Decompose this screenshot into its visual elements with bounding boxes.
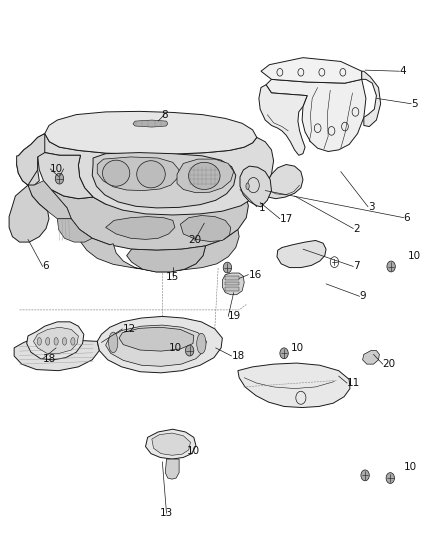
Text: 10: 10: [168, 343, 181, 353]
Circle shape: [361, 470, 369, 481]
Polygon shape: [145, 429, 196, 459]
Text: 15: 15: [166, 272, 180, 282]
Polygon shape: [363, 351, 379, 364]
Polygon shape: [133, 120, 168, 127]
Text: 1: 1: [259, 203, 265, 213]
Polygon shape: [27, 322, 84, 360]
Ellipse shape: [46, 337, 50, 345]
Polygon shape: [28, 181, 71, 219]
Text: 5: 5: [411, 99, 418, 109]
Text: 20: 20: [383, 359, 396, 369]
Polygon shape: [119, 327, 194, 351]
Polygon shape: [225, 276, 239, 280]
Text: 13: 13: [160, 508, 173, 518]
Text: 18: 18: [42, 354, 56, 364]
Circle shape: [55, 173, 64, 184]
Text: 19: 19: [228, 311, 241, 321]
Ellipse shape: [37, 337, 42, 345]
Text: 2: 2: [353, 223, 360, 233]
Text: 18: 18: [232, 351, 245, 361]
Polygon shape: [17, 134, 45, 185]
Polygon shape: [45, 111, 257, 154]
Text: 10: 10: [404, 462, 417, 472]
Polygon shape: [152, 433, 191, 455]
Text: 3: 3: [368, 202, 374, 212]
Text: 7: 7: [353, 262, 360, 271]
Text: 8: 8: [161, 110, 168, 119]
Circle shape: [386, 473, 395, 483]
Text: 11: 11: [347, 378, 360, 388]
Polygon shape: [240, 166, 272, 207]
Polygon shape: [165, 459, 179, 479]
Polygon shape: [223, 273, 244, 295]
Text: 10: 10: [291, 343, 304, 353]
Polygon shape: [127, 246, 205, 272]
Ellipse shape: [102, 160, 130, 186]
Polygon shape: [266, 79, 366, 151]
Circle shape: [223, 262, 232, 273]
Text: 10: 10: [408, 251, 421, 261]
Circle shape: [185, 345, 194, 356]
Polygon shape: [57, 219, 92, 242]
Text: 12: 12: [123, 324, 136, 334]
Polygon shape: [97, 157, 179, 191]
Ellipse shape: [189, 163, 220, 189]
Text: 17: 17: [280, 214, 293, 224]
Polygon shape: [38, 134, 274, 215]
Ellipse shape: [54, 337, 58, 345]
Ellipse shape: [109, 332, 118, 353]
Text: 6: 6: [42, 262, 49, 271]
Polygon shape: [225, 287, 239, 291]
Polygon shape: [38, 144, 93, 199]
Text: 10: 10: [50, 164, 64, 174]
Polygon shape: [180, 215, 231, 241]
Text: 20: 20: [188, 236, 201, 246]
Polygon shape: [14, 338, 99, 370]
Ellipse shape: [246, 183, 249, 189]
Ellipse shape: [197, 333, 206, 354]
Polygon shape: [17, 138, 39, 185]
Text: 9: 9: [360, 292, 366, 301]
Polygon shape: [97, 317, 223, 373]
Polygon shape: [80, 230, 239, 272]
Polygon shape: [33, 327, 78, 353]
Polygon shape: [225, 281, 239, 286]
Polygon shape: [277, 240, 326, 268]
Polygon shape: [261, 58, 362, 83]
Text: 4: 4: [399, 66, 406, 76]
Polygon shape: [362, 71, 381, 126]
Polygon shape: [259, 85, 307, 155]
Circle shape: [280, 348, 288, 359]
Polygon shape: [51, 175, 248, 250]
Text: 16: 16: [248, 270, 261, 280]
Polygon shape: [106, 325, 206, 366]
Ellipse shape: [62, 337, 67, 345]
Ellipse shape: [137, 161, 165, 188]
Text: 10: 10: [187, 446, 200, 456]
Text: 6: 6: [404, 213, 410, 223]
Circle shape: [387, 261, 396, 272]
Polygon shape: [9, 185, 49, 242]
Polygon shape: [177, 159, 234, 193]
Polygon shape: [265, 165, 303, 199]
Polygon shape: [92, 152, 236, 208]
Ellipse shape: [71, 337, 75, 345]
Polygon shape: [106, 216, 175, 239]
Polygon shape: [238, 363, 350, 408]
